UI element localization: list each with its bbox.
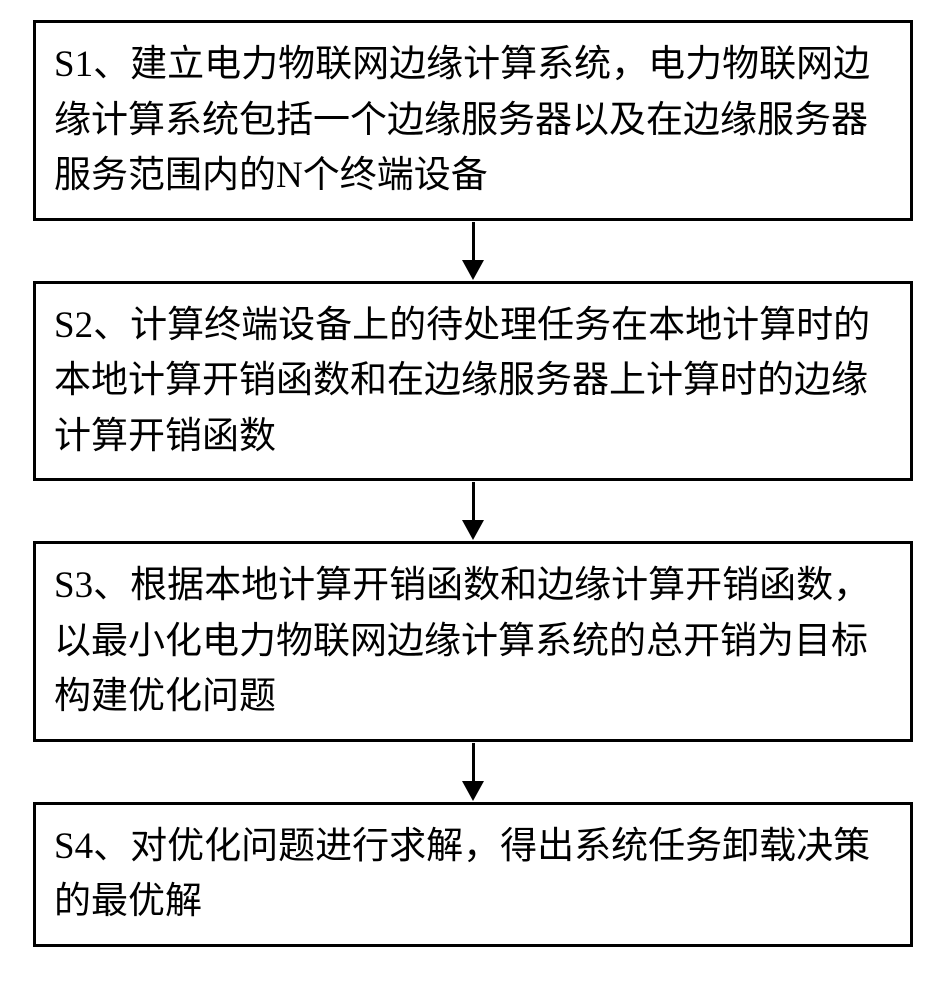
step-text: S2、计算终端设备上的待处理任务在本地计算时的本地计算开销函数和在边缘服务器上计… xyxy=(54,305,870,457)
arrow-icon xyxy=(462,481,484,541)
arrow-line xyxy=(472,222,475,260)
arrow-icon xyxy=(462,742,484,802)
arrow-head xyxy=(462,781,484,801)
arrow-head xyxy=(462,260,484,280)
step-text: S1、建立电力物联网边缘计算系统，电力物联网边缘计算系统包括一个边缘服务器以及在… xyxy=(54,44,870,196)
step-text: S3、根据本地计算开销函数和边缘计算开销函数，以最小化电力物联网边缘计算系统的总… xyxy=(54,565,870,717)
step-box-s4: S4、对优化问题进行求解，得出系统任务卸载决策的最优解 xyxy=(33,802,913,947)
step-box-s3: S3、根据本地计算开销函数和边缘计算开销函数，以最小化电力物联网边缘计算系统的总… xyxy=(33,541,913,742)
flowchart-container: S1、建立电力物联网边缘计算系统，电力物联网边缘计算系统包括一个边缘服务器以及在… xyxy=(30,20,916,947)
arrow-head xyxy=(462,520,484,540)
step-box-s2: S2、计算终端设备上的待处理任务在本地计算时的本地计算开销函数和在边缘服务器上计… xyxy=(33,281,913,482)
arrow-line xyxy=(472,482,475,520)
arrow-icon xyxy=(462,221,484,281)
step-text: S4、对优化问题进行求解，得出系统任务卸载决策的最优解 xyxy=(54,826,870,923)
arrow-line xyxy=(472,743,475,781)
step-box-s1: S1、建立电力物联网边缘计算系统，电力物联网边缘计算系统包括一个边缘服务器以及在… xyxy=(33,20,913,221)
